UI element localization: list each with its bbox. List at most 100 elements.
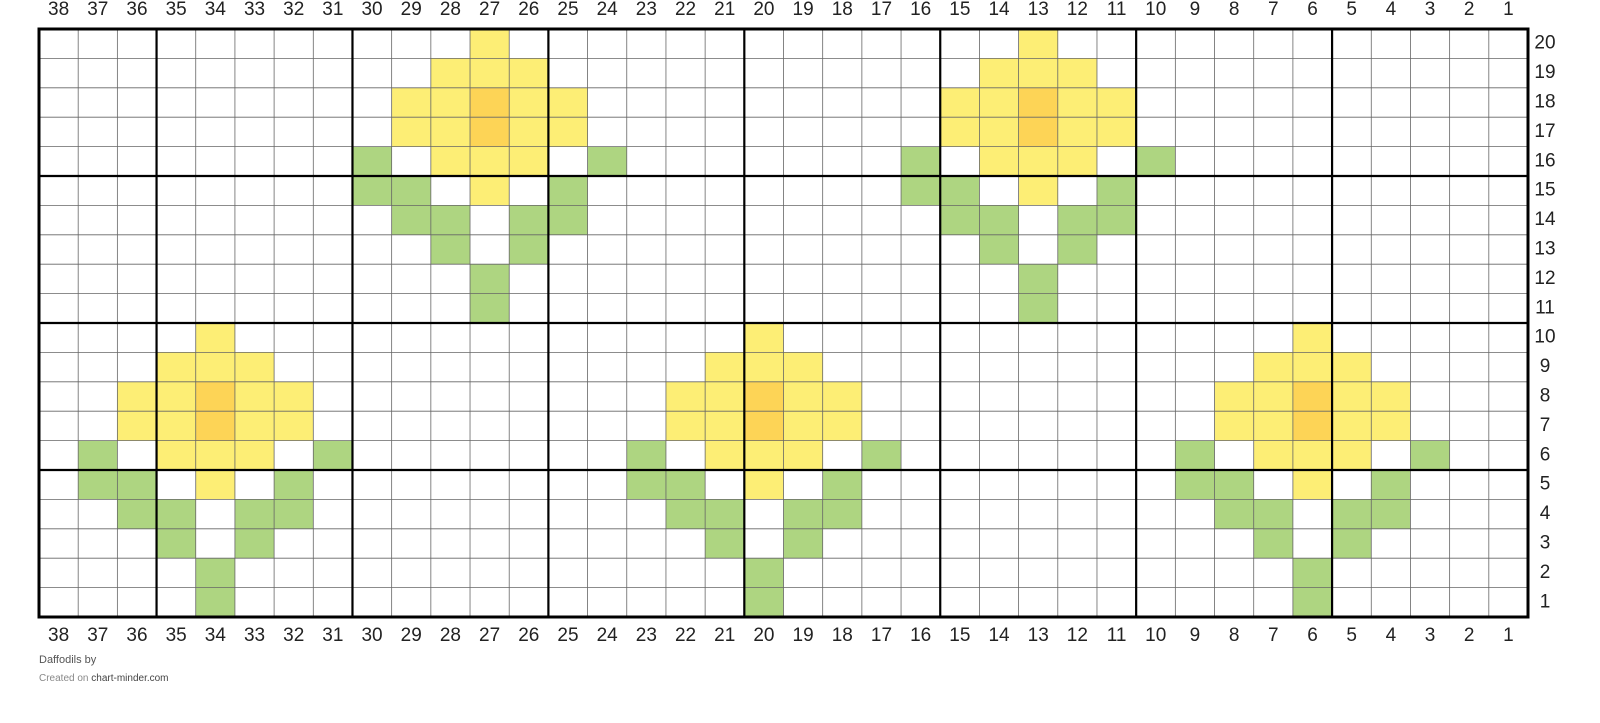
cell bbox=[430, 117, 471, 147]
cell bbox=[1096, 293, 1137, 323]
site-link[interactable]: chart-minder.com bbox=[91, 673, 169, 684]
cell bbox=[1175, 176, 1215, 206]
cell bbox=[1136, 176, 1176, 206]
cell bbox=[1057, 234, 1097, 265]
cell bbox=[313, 499, 353, 529]
cell bbox=[979, 499, 1019, 529]
cell bbox=[1292, 352, 1333, 382]
cell bbox=[901, 117, 941, 147]
cell bbox=[313, 58, 353, 88]
cell bbox=[156, 558, 196, 588]
cell bbox=[1292, 234, 1333, 265]
cell bbox=[979, 117, 1019, 147]
column-label-bottom: 1 bbox=[1503, 625, 1514, 646]
cell bbox=[470, 293, 510, 323]
cell bbox=[940, 499, 980, 529]
cell bbox=[1449, 381, 1489, 412]
cell bbox=[195, 87, 235, 118]
cell bbox=[979, 470, 1019, 500]
column-label-bottom: 20 bbox=[753, 625, 774, 646]
cell bbox=[352, 323, 392, 353]
cell bbox=[783, 205, 823, 235]
cell bbox=[901, 264, 941, 294]
cell bbox=[156, 528, 196, 559]
cell bbox=[1057, 470, 1097, 500]
column-label-bottom: 37 bbox=[87, 625, 108, 646]
column-label-top: 34 bbox=[205, 0, 227, 20]
cell bbox=[822, 293, 862, 323]
cell bbox=[430, 499, 471, 529]
cell bbox=[1449, 470, 1489, 500]
cell bbox=[234, 528, 275, 559]
cell bbox=[78, 381, 118, 412]
cell bbox=[1410, 528, 1450, 559]
cell bbox=[1371, 440, 1411, 470]
cell bbox=[1449, 293, 1489, 323]
cell bbox=[1488, 352, 1528, 382]
cell bbox=[979, 528, 1019, 559]
cell bbox=[313, 264, 353, 294]
cell bbox=[783, 381, 823, 412]
cell bbox=[1096, 470, 1137, 500]
cell bbox=[548, 381, 588, 412]
cell bbox=[1096, 146, 1137, 176]
cell bbox=[234, 499, 275, 529]
cell bbox=[430, 146, 471, 176]
cell bbox=[195, 499, 235, 529]
cell bbox=[822, 470, 862, 500]
cell bbox=[1096, 205, 1137, 235]
column-label-bottom: 27 bbox=[479, 625, 500, 646]
cell bbox=[1096, 440, 1137, 470]
column-label-top: 17 bbox=[871, 0, 892, 20]
column-label-top: 6 bbox=[1307, 0, 1318, 20]
row-label: 6 bbox=[1540, 444, 1551, 465]
cell bbox=[117, 234, 157, 265]
cell bbox=[352, 87, 392, 118]
cell bbox=[470, 176, 510, 206]
cell bbox=[430, 293, 471, 323]
cell bbox=[1410, 293, 1450, 323]
cell bbox=[1253, 440, 1293, 470]
cell bbox=[1018, 29, 1058, 59]
cell bbox=[234, 146, 275, 176]
cell bbox=[1136, 411, 1176, 441]
cell bbox=[1253, 528, 1293, 559]
cell bbox=[78, 352, 118, 382]
cell bbox=[1371, 234, 1411, 265]
cell bbox=[509, 381, 549, 412]
cell bbox=[1371, 264, 1411, 294]
cell bbox=[117, 352, 157, 382]
cell bbox=[352, 293, 392, 323]
cell bbox=[979, 205, 1019, 235]
footer-site-line: Created on chart-minder.com bbox=[39, 673, 169, 684]
cell bbox=[626, 470, 666, 500]
cell bbox=[1018, 323, 1058, 353]
row-label: 9 bbox=[1540, 356, 1551, 377]
cell bbox=[626, 528, 666, 559]
cell bbox=[509, 29, 549, 59]
cell bbox=[352, 411, 392, 441]
column-label-top: 25 bbox=[557, 0, 578, 20]
cell bbox=[1096, 176, 1137, 206]
cell bbox=[430, 352, 471, 382]
cell bbox=[156, 470, 196, 500]
cell bbox=[1371, 499, 1411, 529]
cell bbox=[470, 470, 510, 500]
cell bbox=[940, 117, 980, 147]
cell bbox=[940, 87, 980, 118]
column-label-top: 31 bbox=[322, 0, 343, 20]
cell bbox=[783, 587, 823, 617]
cell bbox=[1175, 411, 1215, 441]
column-label-bottom: 8 bbox=[1229, 625, 1240, 646]
cell bbox=[1057, 411, 1097, 441]
cell bbox=[1410, 499, 1450, 529]
cell bbox=[1136, 234, 1176, 265]
created-on: Created on bbox=[39, 673, 89, 684]
cell bbox=[1136, 146, 1176, 176]
cell bbox=[626, 205, 666, 235]
cell bbox=[352, 470, 392, 500]
cell bbox=[156, 58, 196, 88]
cell bbox=[1175, 499, 1215, 529]
cell bbox=[313, 470, 353, 500]
